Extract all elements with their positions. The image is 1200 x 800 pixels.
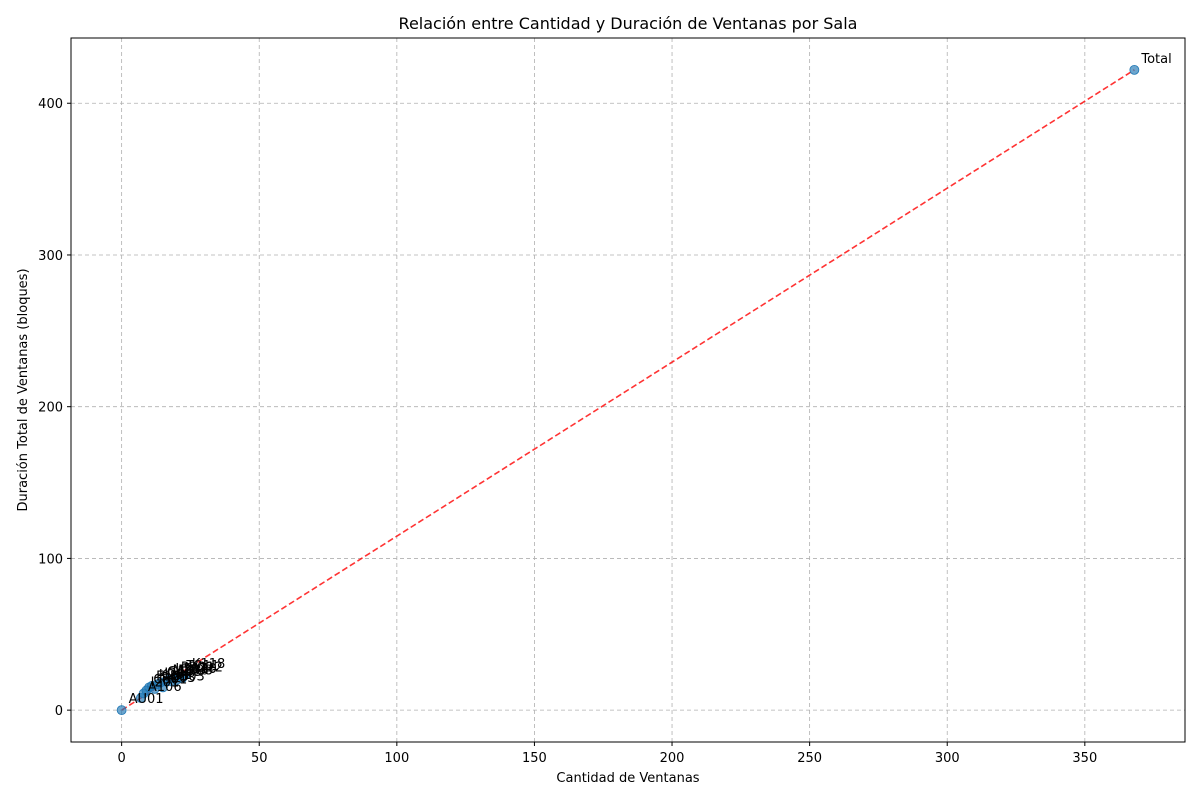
plot-frame (70, 37, 1186, 743)
data-point-label: C301 (153, 672, 187, 687)
data-point-label: J204 (163, 666, 193, 681)
trend-line-layer (121, 69, 1135, 711)
data-point-label: P209 (181, 660, 214, 675)
data-points-layer (116, 64, 1140, 716)
data-point-label: V212 (189, 660, 223, 675)
data-point-label: T211 (185, 659, 219, 674)
x-tick-label: 250 (797, 751, 822, 766)
data-point-label: Total (1140, 52, 1171, 67)
y-tick-label: 400 (38, 97, 63, 112)
y-axis-label: Duración Total de Ventanas (bloques) (16, 268, 31, 511)
data-point-label: L207 (175, 662, 207, 677)
data-point (116, 705, 127, 716)
data-point (180, 670, 190, 681)
x-tick-label: 100 (384, 751, 409, 766)
trend-line (121, 69, 1135, 711)
grid-lines (71, 38, 1185, 742)
x-axis-label: Cantidad de Ventanas (556, 771, 699, 786)
data-point-label: E105 (156, 669, 189, 684)
data-point (1129, 64, 1140, 75)
data-point-label: I201 (151, 675, 180, 690)
data-point-label: A106 (148, 680, 182, 695)
data-point-label: S110 (184, 662, 217, 677)
x-tick-label: 50 (251, 751, 268, 766)
y-tick-label: 0 (55, 704, 63, 719)
y-tick-label: 200 (38, 401, 63, 416)
x-tick-label: 0 (117, 751, 125, 766)
data-point-label: N108 (178, 663, 213, 678)
data-point-label: K202 (159, 668, 192, 683)
chart-title: Relación entre Cantidad y Duración de Ve… (399, 14, 858, 33)
y-tick-label: 300 (38, 249, 63, 264)
data-point-label: M206 (173, 663, 209, 678)
x-tick-label: 350 (1072, 751, 1097, 766)
data-point-label: G105 (167, 665, 202, 680)
data-point-label: R203 (162, 671, 196, 686)
y-tick-label: 100 (38, 552, 63, 567)
data-point-label: K118 (192, 657, 225, 672)
point-labels-layer: Total AU01A106I201C301E105K202R203J204G10… (129, 52, 1172, 707)
data-point-label: D303 (170, 669, 205, 684)
x-tick-label: 200 (660, 751, 685, 766)
data-point-label: AU01 (129, 692, 164, 707)
axis-ticks: 0 50 100 150 200 250 300 350 0 100 200 300 400 (38, 97, 1097, 766)
x-tick-label: 150 (522, 751, 547, 766)
x-tick-label: 300 (935, 751, 960, 766)
